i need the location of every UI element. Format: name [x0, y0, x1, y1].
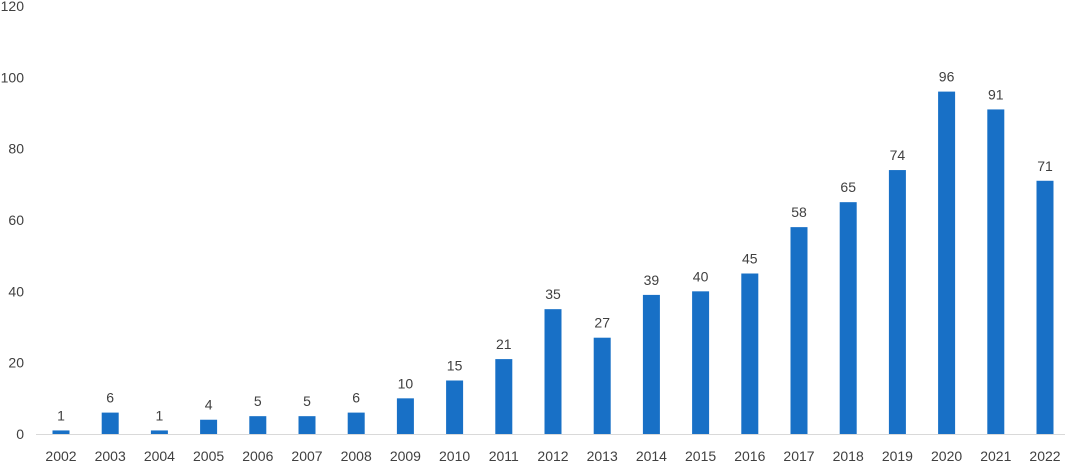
data-label-2016: 45 [742, 251, 758, 267]
y-tick-label: 0 [16, 426, 24, 442]
bar-2011 [495, 359, 513, 434]
data-label-2009: 10 [398, 375, 414, 391]
data-label-2015: 40 [693, 268, 709, 284]
x-tick-label-2011: 2011 [489, 448, 519, 462]
x-tick-label-2004: 2004 [144, 448, 175, 462]
x-tick-label-2017: 2017 [783, 448, 814, 462]
bar-2019 [888, 170, 906, 435]
y-tick-label: 120 [1, 0, 25, 14]
bar-2012 [544, 309, 562, 434]
bar-2005 [200, 419, 218, 434]
bar-2003 [101, 412, 119, 434]
data-label-2008: 6 [352, 390, 360, 406]
data-label-2007: 5 [303, 393, 311, 409]
y-tick-label: 80 [8, 141, 24, 157]
bar-2021 [987, 109, 1005, 434]
bar-2015 [692, 291, 710, 434]
bar-2018 [839, 202, 857, 434]
x-tick-label-2020: 2020 [931, 448, 962, 462]
data-label-2017: 58 [791, 204, 807, 220]
y-tick-label: 100 [1, 69, 25, 85]
x-tick-label-2010: 2010 [439, 448, 470, 462]
bar-series [52, 91, 1054, 435]
x-tick-label-2006: 2006 [242, 448, 273, 462]
bar-2016 [741, 273, 759, 434]
x-tick-label-2014: 2014 [636, 448, 667, 462]
x-tick-label-2016: 2016 [734, 448, 765, 462]
data-label-2012: 35 [545, 286, 561, 302]
bar-2009 [396, 398, 414, 434]
data-label-2006: 5 [254, 393, 262, 409]
data-label-2010: 15 [447, 358, 463, 374]
x-tick-label-2015: 2015 [685, 448, 716, 462]
data-label-2018: 65 [840, 179, 856, 195]
x-axis: 2002 2003 2004 2005 2006 2007 2008 2009 2010 2011… [45, 448, 1060, 464]
x-tick-label-2009: 2009 [390, 448, 421, 462]
x-tick-label-2013: 2013 [587, 448, 618, 462]
data-label-2013: 27 [594, 315, 610, 331]
x-tick-label-2008: 2008 [341, 448, 372, 462]
x-tick-label-2018: 2018 [833, 448, 864, 462]
data-label-2021: 91 [988, 86, 1004, 102]
x-tick-label-2003: 2003 [95, 448, 126, 462]
data-label-2005: 4 [205, 397, 213, 413]
bar-2014 [642, 294, 660, 434]
x-tick-label-2005: 2005 [193, 448, 224, 462]
bar-2022 [1036, 180, 1054, 434]
data-label-2022: 71 [1037, 158, 1053, 174]
x-tick-label-2021: 2021 [980, 448, 1011, 462]
bar-2007 [298, 416, 316, 434]
x-tick-label-2022: 2022 [1029, 448, 1060, 462]
bar-2013 [593, 337, 611, 434]
bar-2020 [938, 91, 956, 434]
data-label-2020: 96 [939, 69, 955, 85]
y-tick-label: 40 [8, 283, 24, 299]
data-label-2019: 74 [890, 147, 906, 163]
bar-2010 [446, 380, 464, 434]
bar-2008 [347, 412, 365, 434]
y-axis: 0 20 40 60 80 100 120 [1, 0, 25, 442]
bar-2004 [150, 430, 168, 434]
bar-2006 [249, 416, 267, 434]
data-label-2011: 21 [496, 336, 512, 352]
y-tick-label: 60 [8, 212, 24, 228]
x-tick-label-2002: 2002 [45, 448, 76, 462]
data-label-2014: 39 [644, 272, 660, 288]
data-label-2002: 1 [57, 407, 65, 423]
x-tick-label-2012: 2012 [537, 448, 568, 462]
x-tick-label-2007: 2007 [291, 448, 322, 462]
data-label-2003: 6 [106, 390, 114, 406]
y-tick-label: 20 [8, 355, 24, 371]
bar-2002 [52, 430, 70, 434]
bar-2017 [790, 227, 808, 434]
x-tick-label-2019: 2019 [882, 448, 913, 462]
data-label-2004: 1 [156, 407, 164, 423]
